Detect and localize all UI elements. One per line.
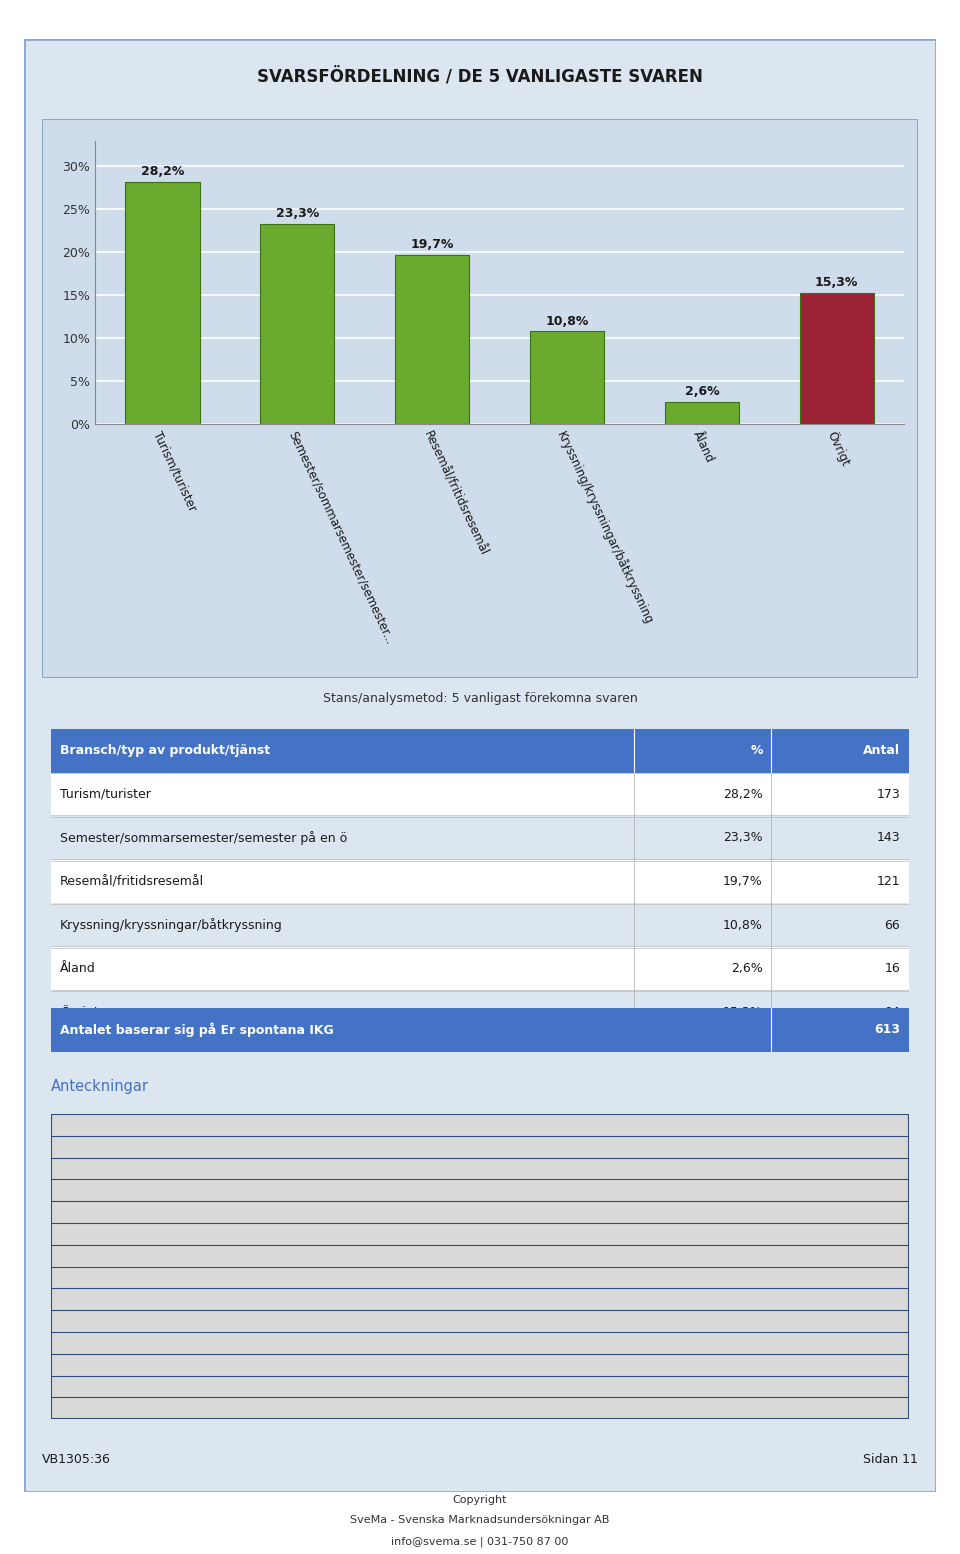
Bar [396, 255, 469, 424]
Bar [530, 331, 604, 424]
Text: Resemål/fritidsresemål: Resemål/fritidsresemål [60, 875, 204, 887]
Text: Antalet baserar sig på Er spontana IKG: Antalet baserar sig på Er spontana IKG [60, 1023, 334, 1037]
Bar [800, 292, 874, 424]
Text: 19,7%: 19,7% [723, 875, 763, 887]
Text: Kryssning/kryssningar/båtkryssning: Kryssning/kryssningar/båtkryssning [60, 918, 282, 932]
Text: 15,3%: 15,3% [815, 277, 858, 289]
Text: 15,3%: 15,3% [723, 1005, 763, 1019]
Text: 173: 173 [876, 788, 900, 800]
Text: info@svema.se | 031-750 87 00: info@svema.se | 031-750 87 00 [392, 1535, 568, 1546]
Text: 28,2%: 28,2% [723, 788, 763, 800]
Text: 2,6%: 2,6% [732, 962, 763, 976]
Text: 19,7%: 19,7% [411, 238, 454, 252]
Bar [260, 224, 334, 424]
Text: 10,8%: 10,8% [723, 918, 763, 932]
Text: 28,2%: 28,2% [141, 165, 184, 179]
Text: 613: 613 [874, 1023, 900, 1037]
Text: Åland: Åland [60, 962, 96, 976]
Text: Stans/analysmetod: 5 vanligast förekomna svaren: Stans/analysmetod: 5 vanligast förekomna… [323, 692, 637, 706]
Text: 23,3%: 23,3% [723, 831, 763, 844]
Text: Turism/turister: Turism/turister [60, 788, 151, 800]
Text: Copyright: Copyright [453, 1495, 507, 1504]
Text: 66: 66 [884, 918, 900, 932]
Text: SveMa - Svenska Marknadsundersökningar AB: SveMa - Svenska Marknadsundersökningar A… [350, 1515, 610, 1526]
FancyBboxPatch shape [42, 118, 918, 678]
Text: 2,6%: 2,6% [684, 385, 719, 398]
Text: 94: 94 [884, 1005, 900, 1019]
Text: 16: 16 [884, 962, 900, 976]
Text: 10,8%: 10,8% [545, 315, 588, 328]
Text: Antal: Antal [863, 744, 900, 757]
Text: Semester/sommarsemester/semester på en ö: Semester/sommarsemester/semester på en ö [60, 831, 348, 845]
Text: Anteckningar: Anteckningar [52, 1078, 150, 1094]
Text: 23,3%: 23,3% [276, 207, 319, 221]
Bar [126, 182, 200, 424]
Bar [664, 401, 739, 424]
Text: %: % [751, 744, 763, 757]
Text: 143: 143 [876, 831, 900, 844]
Text: Bransch/typ av produkt/tjänst: Bransch/typ av produkt/tjänst [60, 744, 270, 757]
FancyBboxPatch shape [24, 39, 936, 1492]
Text: VB1305:36: VB1305:36 [42, 1453, 111, 1467]
Text: Sidan 11: Sidan 11 [863, 1453, 918, 1467]
Text: SVARSFÖRDELNING / DE 5 VANLIGASTE SVAREN: SVARSFÖRDELNING / DE 5 VANLIGASTE SVAREN [257, 67, 703, 85]
Text: 121: 121 [876, 875, 900, 887]
Text: Övrigt: Övrigt [60, 1005, 99, 1019]
